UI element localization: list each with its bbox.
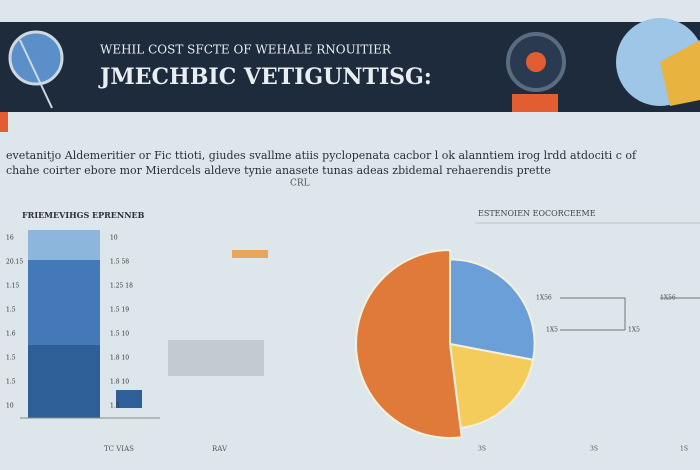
- tall-bar-top: [28, 230, 100, 260]
- pie-foot: 1S: [680, 446, 688, 453]
- pie-slice: [448, 342, 535, 430]
- header-icon-wedge: [660, 40, 700, 106]
- header-band: [0, 22, 700, 112]
- bar-label: 1.5: [110, 403, 120, 410]
- bar-label: 10: [6, 403, 14, 410]
- header-subtitle: JMECHBIC VETIGUNTISG:: [98, 64, 432, 90]
- axis-label: TC VIAS: [104, 445, 134, 453]
- bar-label: 1.5 58: [110, 259, 129, 266]
- header-title: WEHIL COST SFCTE OF WEHALE RNOUITIER: [100, 43, 392, 57]
- bar-label: 20.15: [6, 259, 23, 266]
- intro-line: chahe coirter ebore mor Mierdcels aldeve…: [6, 164, 551, 177]
- panel-title: FRIEMEVIHGS EPRENNEB: [22, 210, 145, 220]
- pie-rule: [475, 222, 700, 224]
- pie-slice: [449, 258, 536, 362]
- bar-label: 1.5: [6, 379, 16, 386]
- pie-title: ESTENOIEN EOCORCEEME: [478, 209, 596, 218]
- accent-bar: [232, 250, 268, 258]
- callout: 1X56: [536, 295, 552, 302]
- pie-slice: [355, 248, 463, 439]
- bar-label: 1.15: [6, 283, 20, 290]
- callout: 1X5: [628, 327, 640, 334]
- intro-line: evetanitjo Aldemeritier or Fic ttioti, g…: [6, 149, 637, 162]
- small-box: [116, 390, 142, 408]
- callout-line: [560, 297, 700, 331]
- header-icon-dot: [526, 52, 546, 72]
- accent: [0, 112, 8, 132]
- bar-label: 10: [110, 235, 118, 242]
- pie: [355, 248, 536, 439]
- gray-block: [168, 340, 264, 376]
- bar-label: 1.5: [6, 307, 16, 314]
- bar-label: 1.5: [6, 355, 16, 362]
- intro-note: CRL: [290, 179, 310, 189]
- bar-label: 1.6: [6, 331, 16, 338]
- bar-label: 1.8 10: [110, 355, 129, 362]
- bar-label: 16: [6, 235, 14, 242]
- callout: 1X5: [546, 327, 558, 334]
- header-icon-base: [512, 94, 558, 112]
- tall-bar-bottom: [28, 345, 100, 418]
- bar-label: 1.5 19: [110, 307, 129, 314]
- bar-label: 1.5 10: [110, 331, 129, 338]
- bar-label: 1.8 10: [110, 379, 129, 386]
- axis-label: RAV: [212, 445, 228, 453]
- header-icon-line: [19, 39, 53, 109]
- pie-foot: 3S: [590, 446, 598, 453]
- bar-label: 1.25 18: [110, 283, 133, 290]
- pie-foot: 3S: [478, 446, 486, 453]
